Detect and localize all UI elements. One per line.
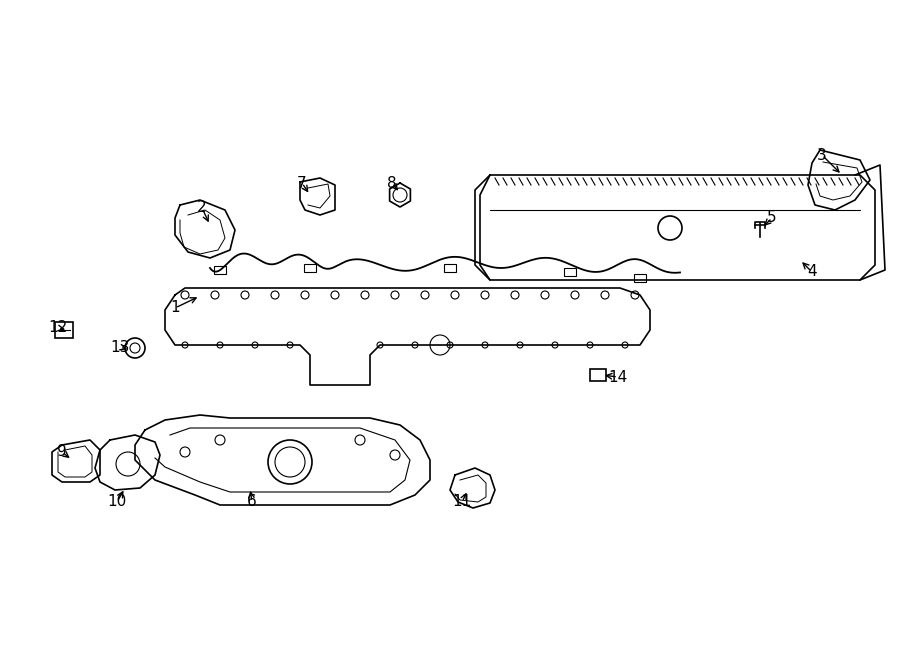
FancyBboxPatch shape xyxy=(590,369,606,381)
Polygon shape xyxy=(135,415,430,505)
FancyBboxPatch shape xyxy=(564,268,576,276)
Text: 6: 6 xyxy=(248,494,256,510)
FancyBboxPatch shape xyxy=(634,274,646,282)
FancyBboxPatch shape xyxy=(444,264,456,272)
Polygon shape xyxy=(175,200,235,258)
Text: 2: 2 xyxy=(197,200,207,215)
FancyBboxPatch shape xyxy=(55,322,73,338)
Text: 11: 11 xyxy=(453,494,472,510)
Text: 14: 14 xyxy=(608,369,627,385)
Text: 12: 12 xyxy=(49,321,68,336)
Text: 10: 10 xyxy=(107,494,127,510)
Polygon shape xyxy=(450,468,495,508)
FancyBboxPatch shape xyxy=(304,264,316,272)
Polygon shape xyxy=(475,175,875,280)
Polygon shape xyxy=(808,150,870,210)
Text: 4: 4 xyxy=(807,264,817,280)
Polygon shape xyxy=(52,440,100,482)
Polygon shape xyxy=(390,183,410,207)
Text: 13: 13 xyxy=(111,340,130,354)
Text: 1: 1 xyxy=(170,301,180,315)
Text: 3: 3 xyxy=(817,147,827,163)
Text: 9: 9 xyxy=(57,444,67,459)
Text: 8: 8 xyxy=(387,176,397,190)
FancyBboxPatch shape xyxy=(214,266,226,274)
Text: 7: 7 xyxy=(297,176,307,190)
Polygon shape xyxy=(300,178,335,215)
Text: 5: 5 xyxy=(767,210,777,225)
Polygon shape xyxy=(165,288,650,385)
Polygon shape xyxy=(95,435,160,490)
